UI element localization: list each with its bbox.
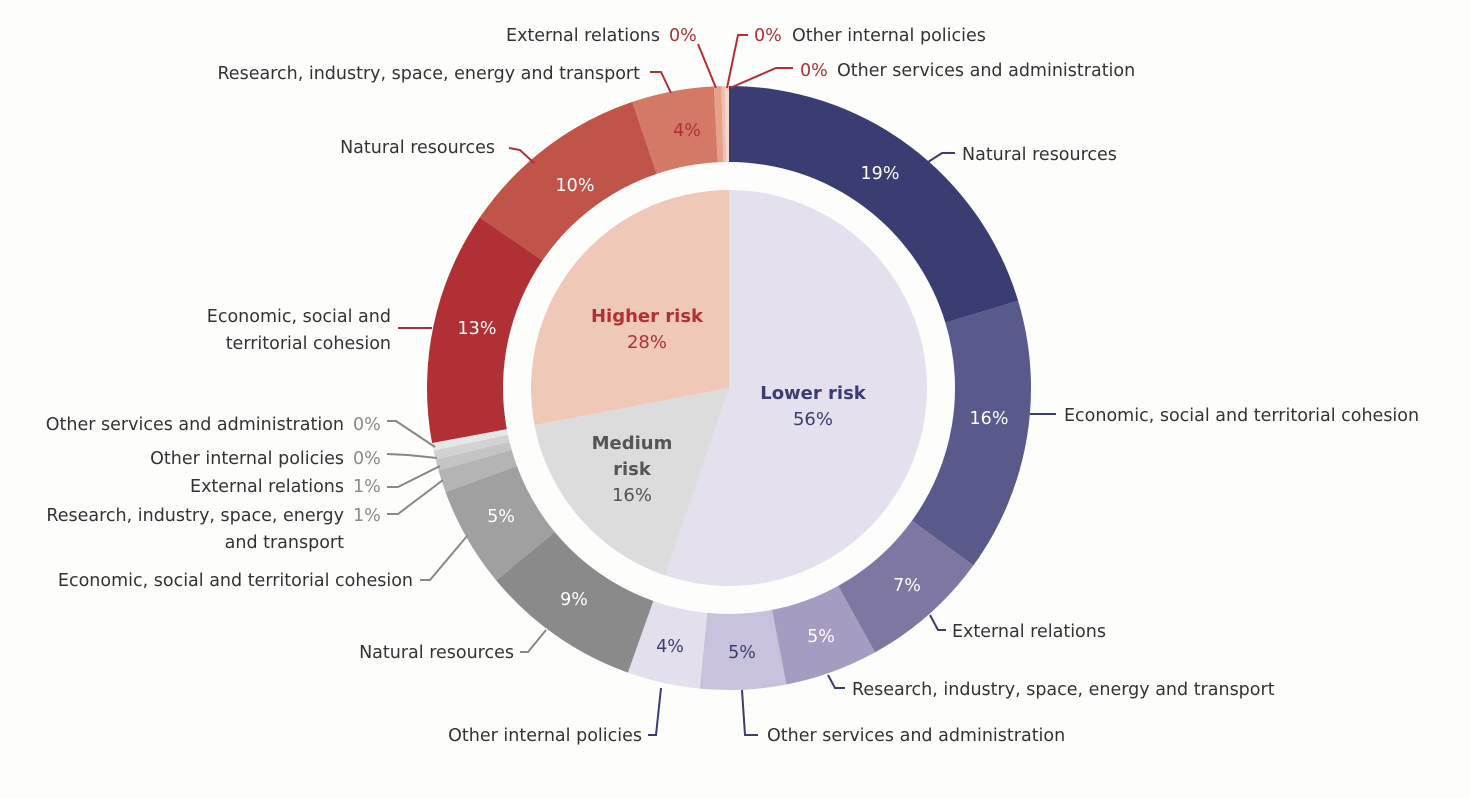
callout-label: Other internal policies	[448, 726, 642, 746]
inner-label-medium-risk-1: Medium	[592, 433, 673, 454]
callout-label: Other services and administration	[767, 726, 1065, 746]
callout-label: Natural resources	[340, 138, 495, 158]
inner-pie-slice-lower-risk	[665, 190, 928, 586]
outer-ring-segment-research-industry-space-energy-and-transport	[632, 86, 718, 174]
outer-ring-segment-other-internal-policies	[433, 434, 510, 460]
ring-pct: 7%	[893, 576, 921, 596]
callout-pct: 0%	[800, 61, 828, 81]
callout-label: Economic, social and territorial cohesio…	[1064, 406, 1419, 426]
ring-pct: 5%	[487, 507, 515, 527]
outer-ring-segment-other-services-and-administration	[699, 609, 787, 690]
leader-line	[924, 152, 955, 165]
callout-pct: 0%	[754, 26, 782, 46]
ring-pct: 9%	[560, 590, 588, 610]
outer-ring-segment-economic-social-and-territorial-cohesion	[911, 300, 1031, 566]
ring-pct: 16%	[970, 409, 1009, 429]
callout-label: Economic, social and territorial cohesio…	[58, 571, 413, 591]
callout-label: Research, industry, space, energy and tr…	[852, 680, 1275, 700]
outer-ring-segment-other-internal-policies	[721, 86, 727, 163]
inner-pct-medium-risk: 16%	[612, 485, 652, 506]
inner-pct-higher-risk: 28%	[627, 332, 667, 353]
callout-label: Research, industry, space, energy	[46, 506, 344, 526]
ring-pct: 4%	[656, 637, 684, 657]
callout-label: Other internal policies	[150, 449, 344, 469]
callout-pct: 0%	[353, 415, 381, 435]
leader-line	[929, 614, 946, 631]
outer-ring-segment-other-services-and-administration	[432, 429, 508, 451]
ring-pct-labels: 19% 16% 7% 5% 5% 4% 9% 5% 13% 10% 4%	[458, 121, 1009, 663]
callout-pct: 0%	[353, 449, 381, 469]
leader-line	[508, 147, 535, 164]
leader-line	[648, 687, 662, 736]
outer-ring-segment-research-industry-space-energy-and-transport	[438, 449, 517, 493]
outer-ring-segment-external-relations	[713, 86, 724, 163]
outer-ring-segment-external-relations	[838, 520, 974, 653]
leader-line	[729, 67, 793, 89]
callout-pct: 1%	[353, 477, 381, 497]
callout-pct: 1%	[353, 506, 381, 526]
leader-line	[386, 453, 438, 459]
outer-ring-segment-natural-resources	[729, 86, 1019, 323]
outer-ring-segment-economic-social-and-territorial-cohesion	[445, 465, 555, 581]
leader-line	[650, 71, 672, 94]
callout-label: Natural resources	[359, 643, 514, 663]
inner-labels: Lower risk 56% Medium risk 16% Higher ri…	[591, 306, 867, 506]
outer-ring-segment-other-internal-policies	[627, 600, 708, 689]
callout-label: Natural resources	[962, 145, 1117, 165]
inner-label-medium-risk-2: risk	[613, 459, 652, 480]
outer-ring-segment-natural-resources	[479, 101, 657, 261]
leader-line	[387, 420, 436, 448]
ring-pct: 10%	[556, 176, 595, 196]
callout-label: External relations	[952, 622, 1106, 642]
ring-pct: 5%	[807, 627, 835, 647]
inner-pct-lower-risk: 56%	[793, 409, 833, 430]
leader-line	[420, 535, 468, 581]
callout-label: Other services and administration	[46, 415, 344, 435]
lower-risk-callouts: Natural resources Economic, social and t…	[448, 145, 1419, 746]
leader-line	[827, 674, 845, 689]
inner-pie-slice-medium-risk	[534, 388, 729, 576]
callout-label: territorial cohesion	[226, 334, 391, 354]
callout-label: Other services and administration	[837, 61, 1135, 81]
outer-ring-segment-natural-resources	[496, 531, 654, 673]
callout-label: Economic, social and	[207, 307, 391, 327]
leader-line	[697, 43, 717, 89]
outer-ring-segment-economic-social-and-territorial-cohesion	[426, 217, 543, 444]
callout-label: Other internal policies	[792, 26, 986, 46]
leader-line	[387, 465, 441, 488]
callout-pct: 0%	[669, 26, 697, 46]
outer-ring-segment-research-industry-space-energy-and-transport	[771, 585, 875, 685]
ring-pct: 5%	[728, 643, 756, 663]
inner-label-higher-risk: Higher risk	[591, 306, 704, 327]
inner-label-lower-risk: Lower risk	[760, 383, 867, 404]
callout-label: External relations	[190, 477, 344, 497]
leader-line	[741, 689, 758, 736]
callout-label: and transport	[225, 533, 344, 553]
leader-line	[520, 629, 547, 653]
callout-label: External relations	[506, 26, 660, 46]
ring-pct: 13%	[458, 319, 497, 339]
medium-risk-callouts: Natural resources Economic, social and t…	[46, 415, 547, 663]
chart-arcs	[426, 86, 1031, 690]
callout-label: Research, industry, space, energy and tr…	[217, 64, 640, 84]
inner-pie-slice-higher-risk	[531, 190, 729, 426]
higher-risk-callouts: Economic, social and territorial cohesio…	[207, 26, 1135, 354]
ring-pct: 19%	[861, 164, 900, 184]
outer-ring-segment-other-services-and-administration	[725, 86, 729, 163]
outer-ring-segment-external-relations	[435, 441, 512, 471]
leader-line	[387, 479, 444, 515]
leader-line	[726, 34, 748, 89]
ring-pct: 4%	[673, 121, 701, 141]
